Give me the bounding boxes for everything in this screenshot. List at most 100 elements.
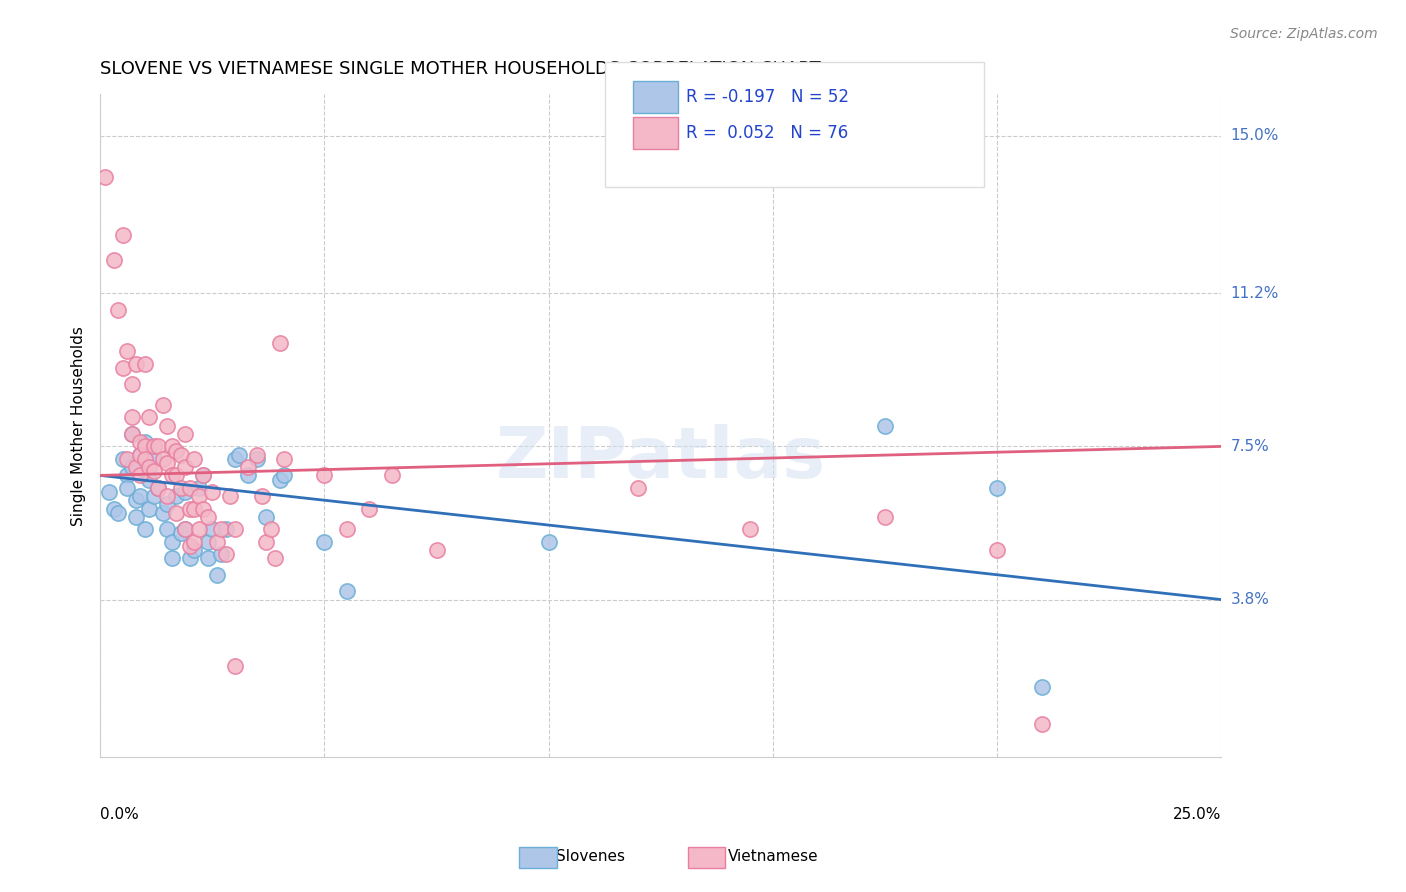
Point — [236, 468, 259, 483]
Point — [314, 468, 336, 483]
Point — [152, 506, 174, 520]
Point — [179, 539, 201, 553]
Point — [111, 451, 134, 466]
Point — [273, 468, 295, 483]
Text: 11.2%: 11.2% — [1230, 285, 1279, 301]
Point — [873, 509, 896, 524]
Point — [115, 344, 138, 359]
Point — [193, 468, 215, 483]
Point — [209, 547, 232, 561]
Point — [174, 522, 197, 536]
Text: 7.5%: 7.5% — [1230, 439, 1270, 454]
Point — [134, 451, 156, 466]
Point — [209, 522, 232, 536]
Point — [148, 481, 170, 495]
Point — [236, 460, 259, 475]
Text: Vietnamese: Vietnamese — [728, 849, 818, 863]
Point — [121, 460, 143, 475]
Point — [142, 489, 165, 503]
Text: Slovenes: Slovenes — [555, 849, 626, 863]
Point — [336, 522, 359, 536]
Point — [125, 509, 148, 524]
Point — [125, 493, 148, 508]
Point — [129, 448, 152, 462]
Point — [740, 522, 762, 536]
Point — [193, 468, 215, 483]
Point — [314, 534, 336, 549]
Point — [197, 551, 219, 566]
Point — [129, 468, 152, 483]
Point — [165, 443, 187, 458]
Point — [103, 501, 125, 516]
Text: Source: ZipAtlas.com: Source: ZipAtlas.com — [1230, 27, 1378, 41]
Point — [111, 228, 134, 243]
Point — [197, 509, 219, 524]
Point — [201, 522, 224, 536]
Point — [98, 485, 121, 500]
Point — [264, 551, 287, 566]
Point — [179, 551, 201, 566]
Point — [183, 543, 205, 558]
Point — [170, 481, 193, 495]
Point — [121, 377, 143, 392]
Point — [197, 534, 219, 549]
Point — [187, 481, 209, 495]
Point — [160, 439, 183, 453]
Point — [115, 451, 138, 466]
Point — [156, 418, 179, 433]
Point — [156, 522, 179, 536]
Point — [627, 481, 650, 495]
Point — [273, 451, 295, 466]
Point — [259, 522, 281, 536]
Point — [107, 302, 129, 317]
Point — [425, 543, 447, 558]
Point — [250, 489, 273, 503]
Point — [174, 485, 197, 500]
Point — [187, 522, 209, 536]
Point — [129, 489, 152, 503]
Point — [246, 448, 269, 462]
Point — [134, 439, 156, 453]
Point — [170, 448, 193, 462]
Point — [986, 543, 1008, 558]
Point — [111, 360, 134, 375]
Point — [165, 506, 187, 520]
Point — [179, 501, 201, 516]
Text: R =  0.052   N = 76: R = 0.052 N = 76 — [686, 124, 848, 142]
Point — [148, 439, 170, 453]
Text: 3.8%: 3.8% — [1230, 592, 1270, 607]
Point — [205, 534, 228, 549]
Text: 25.0%: 25.0% — [1173, 806, 1222, 822]
Point — [125, 460, 148, 475]
Point — [174, 427, 197, 442]
Point — [165, 468, 187, 483]
Point — [179, 481, 201, 495]
Point — [246, 451, 269, 466]
Point — [138, 460, 160, 475]
Point — [224, 658, 246, 673]
Point — [183, 501, 205, 516]
Point — [156, 456, 179, 470]
Point — [336, 584, 359, 599]
Point — [193, 501, 215, 516]
Point — [537, 534, 560, 549]
Point — [134, 464, 156, 478]
Point — [156, 497, 179, 511]
Point — [254, 534, 277, 549]
Point — [224, 522, 246, 536]
Point — [138, 410, 160, 425]
Text: ZIPatlas: ZIPatlas — [496, 425, 825, 493]
Point — [359, 501, 381, 516]
Point — [107, 506, 129, 520]
Point — [873, 418, 896, 433]
Point — [187, 489, 209, 503]
Point — [228, 448, 250, 462]
Point — [174, 522, 197, 536]
Point — [160, 468, 183, 483]
Point — [138, 501, 160, 516]
Point — [215, 522, 238, 536]
Point — [138, 473, 160, 487]
Point — [269, 335, 291, 350]
Text: R = -0.197   N = 52: R = -0.197 N = 52 — [686, 88, 849, 106]
Point — [103, 253, 125, 268]
